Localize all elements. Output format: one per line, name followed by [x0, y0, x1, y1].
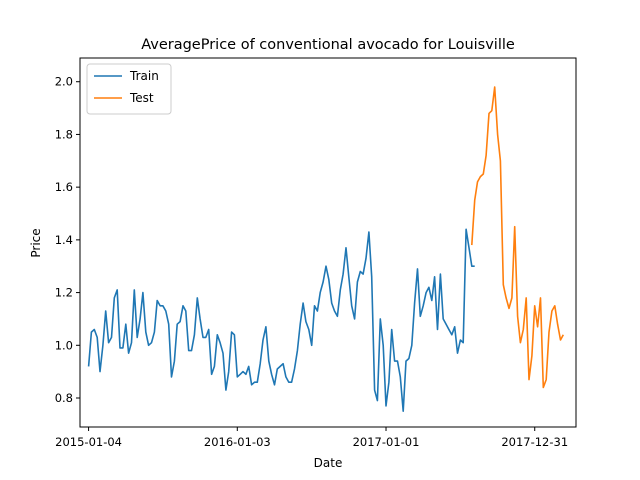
series-line-train	[87, 228, 475, 413]
legend: Train Test	[86, 63, 172, 115]
chart-title: AveragePrice of conventional avocado for…	[141, 37, 515, 53]
plot-frame	[79, 57, 577, 428]
y-tick-label: 1.4	[55, 233, 73, 247]
series-lines	[87, 86, 565, 413]
y-axis: 0.8 1.0 1.2 1.4 1.6 1.8 2.0	[55, 75, 80, 405]
x-tick-label: 2016-01-03	[204, 435, 271, 449]
x-tick-label: 2017-01-01	[353, 435, 420, 449]
y-axis-label: Price	[29, 228, 43, 257]
x-tick-label: 2015-01-04	[55, 435, 122, 449]
legend-label-train: Train	[129, 69, 159, 83]
y-tick-label: 0.8	[55, 391, 73, 405]
y-tick-label: 2.0	[55, 75, 73, 89]
x-tick-label: 2017-12-31	[501, 435, 568, 449]
plot-area	[79, 57, 577, 428]
y-tick-label: 1.8	[55, 127, 73, 141]
series-line-test	[471, 86, 565, 389]
y-tick-label: 1.0	[55, 338, 73, 352]
x-axis-label: Date	[314, 456, 343, 470]
y-tick-label: 1.2	[55, 286, 73, 300]
x-axis: 2015-01-04 2016-01-03 2017-01-01 2017-12-31	[55, 427, 568, 449]
y-tick-label: 1.6	[55, 180, 73, 194]
legend-label-test: Test	[129, 91, 154, 105]
